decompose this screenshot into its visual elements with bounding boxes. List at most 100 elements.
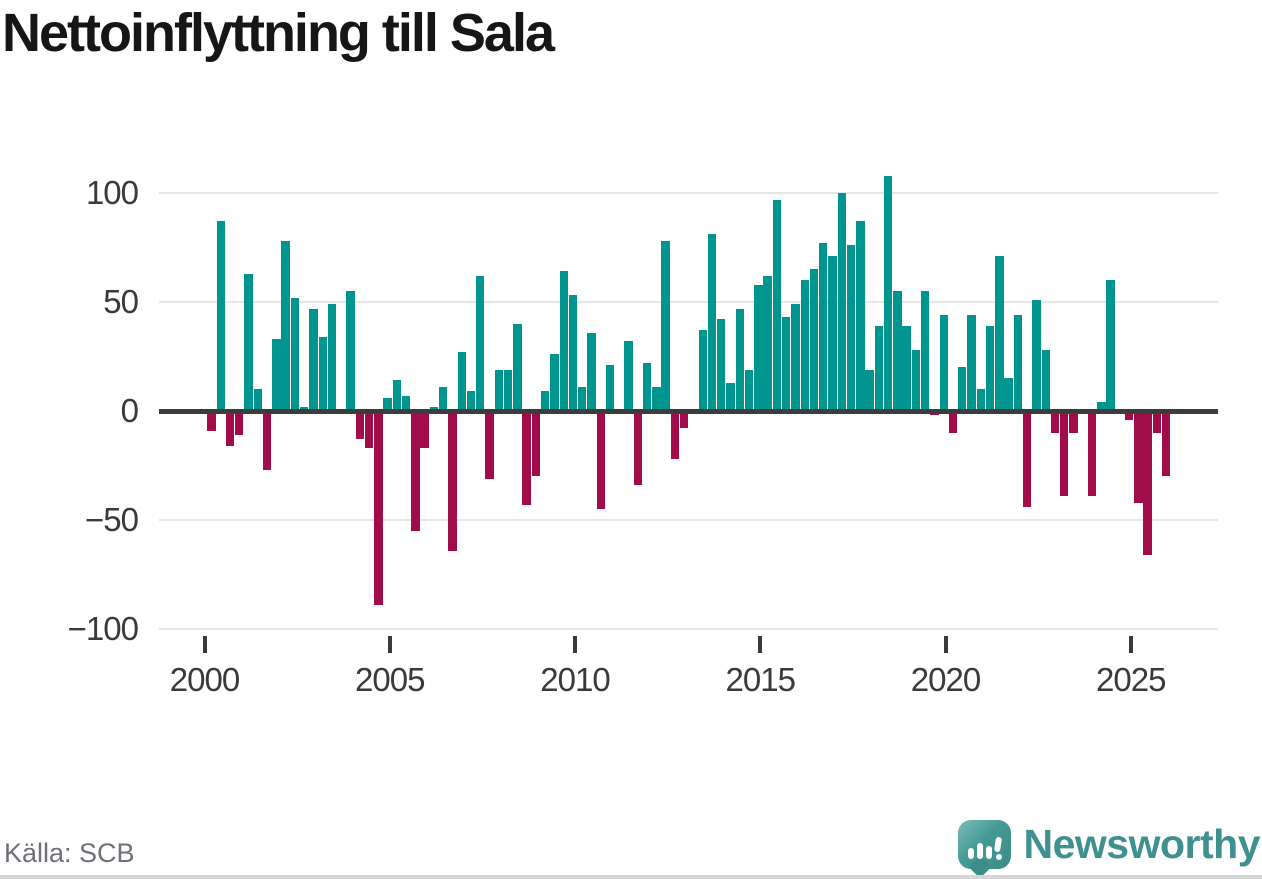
bar-2012-q4 [680, 411, 689, 429]
y-axis-label-50: 50 [103, 283, 139, 320]
bar-2012-q2 [661, 240, 670, 411]
bar-2018-q3 [893, 291, 902, 411]
bar-2015-q1 [763, 275, 772, 411]
bar-2000-q1 [207, 411, 216, 431]
bar-2023-q1 [1060, 411, 1069, 497]
bar-2015-q3 [781, 317, 791, 411]
bar-2008-q4 [531, 411, 541, 477]
bar-2002-q2 [290, 297, 300, 411]
x-axis-tick-2010 [573, 636, 577, 653]
bar-2003-q2 [327, 304, 337, 411]
bar-2013-q2 [698, 330, 707, 411]
bar-2022-q4 [1050, 411, 1060, 433]
bar-2021-q2 [995, 256, 1004, 411]
bar-2023-q4 [1087, 411, 1097, 497]
x-axis-tick-2015 [758, 636, 763, 653]
bar-2014-q4 [754, 284, 763, 411]
bar-2017-q4 [865, 369, 874, 411]
bar-2014-q1 [726, 382, 735, 411]
x-axis-label-2015: 2015 [725, 661, 796, 698]
gridline--100 [159, 628, 1218, 630]
brand-name: Newsworthy [1023, 821, 1261, 867]
bar-2006-q4 [457, 352, 466, 411]
bar-2012-q1 [652, 387, 661, 411]
bar-2020-q4 [976, 389, 985, 411]
bar-2013-q3 [707, 234, 717, 411]
x-axis-tick-2005 [387, 636, 392, 653]
source-text: Källa: SCB [4, 838, 135, 868]
bar-2004-q4 [383, 397, 392, 411]
bar-2024-q4 [1124, 411, 1134, 420]
bar-2017-q1 [837, 193, 846, 411]
x-axis-tick-2025 [1128, 636, 1133, 653]
bar-2005-q1 [392, 380, 402, 411]
bar-2009-q4 [568, 295, 578, 411]
bar-2011-q4 [642, 363, 652, 411]
bar-2005-q4 [420, 411, 429, 449]
bar-2000-q2 [216, 221, 225, 411]
bar-2006-q3 [448, 411, 457, 551]
bar-2016-q4 [828, 256, 837, 411]
bar-2004-q2 [364, 411, 374, 449]
bar-2019-q4 [939, 315, 948, 411]
gridline--50 [159, 519, 1218, 521]
bar-2007-q3 [485, 411, 494, 479]
bar-2020-q3 [967, 315, 976, 411]
bar-2012-q3 [670, 411, 680, 459]
bar-2017-q2 [846, 245, 856, 411]
y-axis-label-100: 100 [85, 174, 139, 211]
bar-2001-q3 [262, 411, 272, 470]
bar-2021-q4 [1013, 315, 1023, 411]
bar-2010-q1 [578, 387, 587, 411]
gridline-100 [159, 192, 1218, 194]
bar-2010-q3 [596, 411, 605, 510]
bar-2001-q2 [253, 389, 263, 411]
bar-2021-q1 [985, 325, 995, 411]
y-axis-label-0: 0 [120, 392, 139, 429]
y-axis-label--50: −50 [85, 501, 139, 538]
chart-title: Nettoinflyttning till Sala [2, 3, 555, 63]
bar-2022-q1 [1022, 411, 1032, 507]
bar-2025-q1 [1134, 411, 1143, 503]
bar-2008-q1 [503, 369, 513, 411]
bar-2002-q4 [309, 308, 318, 411]
bar-2003-q4 [346, 291, 355, 411]
x-axis-tick-2020 [943, 636, 948, 653]
bar-2009-q3 [559, 271, 568, 411]
bar-2015-q2 [772, 199, 782, 411]
bar-2021-q3 [1004, 378, 1013, 411]
bar-2016-q2 [809, 269, 819, 411]
bar-2013-q4 [717, 319, 726, 411]
bar-2000-q3 [225, 411, 235, 446]
bar-2007-q1 [466, 391, 476, 411]
bar-2016-q3 [819, 243, 828, 411]
bar-2023-q2 [1069, 411, 1078, 433]
bar-2014-q3 [744, 369, 754, 411]
bar-2001-q1 [244, 273, 253, 411]
bar-2022-q3 [1041, 349, 1050, 411]
bar-2009-q2 [550, 354, 559, 411]
bottom-strip [0, 875, 1262, 879]
x-axis-tick-2000 [202, 636, 207, 653]
gridline-50 [159, 301, 1218, 303]
bar-2001-q4 [272, 339, 281, 411]
bar-2010-q2 [587, 332, 596, 411]
bar-2019-q1 [911, 349, 921, 411]
x-axis-label-2020: 2020 [910, 661, 981, 698]
bar-2017-q3 [856, 221, 865, 411]
zero-axis-line [159, 408, 1218, 414]
bar-2002-q1 [281, 240, 290, 411]
bar-2011-q2 [624, 341, 633, 411]
bar-2008-q2 [513, 323, 522, 411]
bar-2004-q1 [355, 411, 364, 440]
x-axis-label-2000: 2000 [169, 661, 240, 698]
newsworthy-icon [957, 820, 1011, 879]
newsworthy-logo[interactable]: Newsworthy [957, 820, 1261, 879]
bar-2025-q2 [1143, 411, 1152, 555]
bar-2008-q3 [522, 411, 531, 505]
bar-2024-q2 [1106, 280, 1115, 411]
bar-2025-q3 [1152, 411, 1162, 433]
bar-2022-q2 [1032, 299, 1041, 411]
bar-2018-q4 [902, 325, 911, 411]
